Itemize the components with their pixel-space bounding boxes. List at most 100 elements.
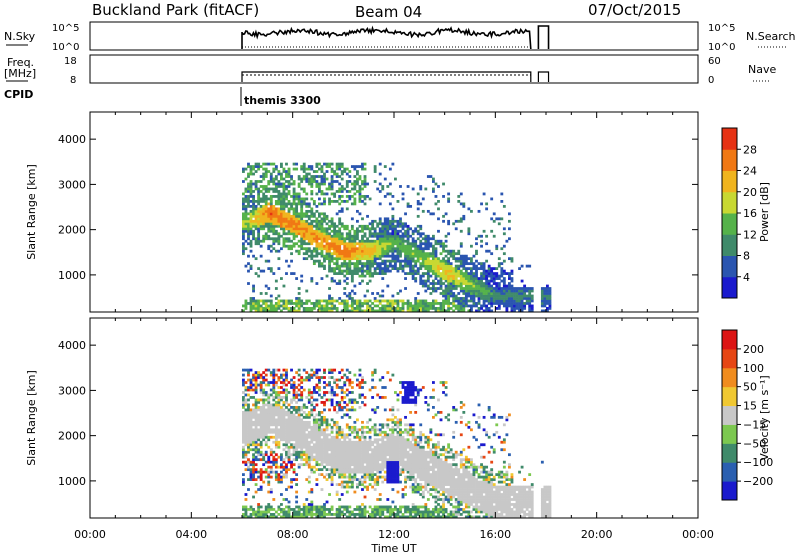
power-cell xyxy=(391,267,394,270)
power-cell xyxy=(359,198,362,201)
velocity-cell xyxy=(275,418,278,421)
power-cell xyxy=(521,280,524,283)
power-cell xyxy=(293,237,296,240)
power-cell xyxy=(402,302,405,305)
power-cell xyxy=(338,163,341,166)
power-cell xyxy=(549,297,552,300)
power-cell xyxy=(341,257,344,260)
velocity-cell xyxy=(333,468,336,471)
velocity-cell xyxy=(376,513,379,516)
power-cell xyxy=(315,260,318,263)
velocity-cell xyxy=(255,511,258,514)
velocity-cell xyxy=(308,423,311,426)
power-cell xyxy=(288,202,291,205)
power-cell xyxy=(252,285,255,288)
power-cell xyxy=(305,180,308,183)
velocity-cell xyxy=(389,418,392,421)
velocity-cell xyxy=(318,511,321,514)
power-cell xyxy=(460,290,463,293)
power-cell xyxy=(407,255,410,258)
power-cell xyxy=(351,255,354,258)
power-cell xyxy=(391,300,394,303)
velocity-cell xyxy=(295,406,298,409)
velocity-cell xyxy=(353,463,356,466)
power-cell xyxy=(480,307,483,310)
velocity-cell xyxy=(313,513,316,516)
velocity-cell xyxy=(391,443,394,446)
velocity-cell xyxy=(351,481,354,484)
velocity-cell xyxy=(267,384,270,387)
power-cell xyxy=(465,282,468,285)
power-cell xyxy=(318,163,321,166)
power-cell xyxy=(460,280,463,283)
velocity-cell xyxy=(321,506,324,509)
velocity-cell xyxy=(308,458,311,461)
power-cell xyxy=(338,282,341,285)
velocity-cell xyxy=(275,443,278,446)
power-cell xyxy=(549,302,552,305)
velocity-cell xyxy=(300,443,303,446)
power-cell xyxy=(518,287,521,290)
power-cell xyxy=(288,247,291,250)
power-cell xyxy=(323,260,326,263)
velocity-cell xyxy=(275,396,278,399)
velocity-cell xyxy=(310,458,313,461)
power-cell xyxy=(366,257,369,260)
power-cell xyxy=(308,180,311,183)
velocity-cell xyxy=(285,471,288,474)
power-cell xyxy=(333,252,336,255)
power-cell xyxy=(394,220,397,223)
power-cell xyxy=(293,168,296,171)
power-cell xyxy=(386,247,389,250)
velocity-cell xyxy=(315,423,318,426)
power-cell xyxy=(442,257,445,260)
power-cell xyxy=(353,237,356,240)
power-cell xyxy=(374,297,377,300)
velocity-cell xyxy=(308,433,311,436)
power-cell xyxy=(265,215,268,218)
power-cell xyxy=(369,275,372,278)
power-cell xyxy=(366,240,369,243)
velocity-cell xyxy=(348,478,351,481)
velocity-cell xyxy=(275,466,278,469)
power-cell xyxy=(341,235,344,238)
power-cell xyxy=(462,257,465,260)
power-cell xyxy=(480,290,483,293)
velocity-cell xyxy=(348,441,351,444)
power-cell xyxy=(331,237,334,240)
velocity-cell xyxy=(293,391,296,394)
velocity-cell xyxy=(242,396,245,399)
power-cell xyxy=(343,260,346,263)
power-cell xyxy=(257,212,260,215)
power-cell xyxy=(331,183,334,186)
velocity-cell xyxy=(389,433,392,436)
power-cell xyxy=(277,173,280,176)
velocity-cell xyxy=(305,396,308,399)
velocity-cell xyxy=(242,431,245,434)
power-cell xyxy=(356,252,359,255)
velocity-cell xyxy=(303,511,306,514)
power-cell xyxy=(331,242,334,245)
velocity-cell xyxy=(328,461,331,464)
velocity-cell xyxy=(270,423,273,426)
power-cell xyxy=(267,212,270,215)
power-cell xyxy=(262,193,265,196)
velocity-cell xyxy=(283,513,286,516)
power-cell xyxy=(265,225,268,228)
velocity-cell xyxy=(389,451,392,454)
velocity-cell xyxy=(315,463,318,466)
velocity-cell xyxy=(270,389,273,392)
power-cell xyxy=(313,247,316,250)
velocity-cell xyxy=(356,466,359,469)
power-cell xyxy=(511,295,514,298)
power-cell xyxy=(328,220,331,223)
power-cell xyxy=(475,292,478,295)
power-cell xyxy=(310,255,313,258)
power-cell xyxy=(467,267,470,270)
velocity-cell xyxy=(346,448,349,451)
velocity-cell xyxy=(359,513,362,516)
velocity-cell xyxy=(346,394,349,397)
power-cell xyxy=(361,195,364,198)
velocity-cell xyxy=(351,391,354,394)
